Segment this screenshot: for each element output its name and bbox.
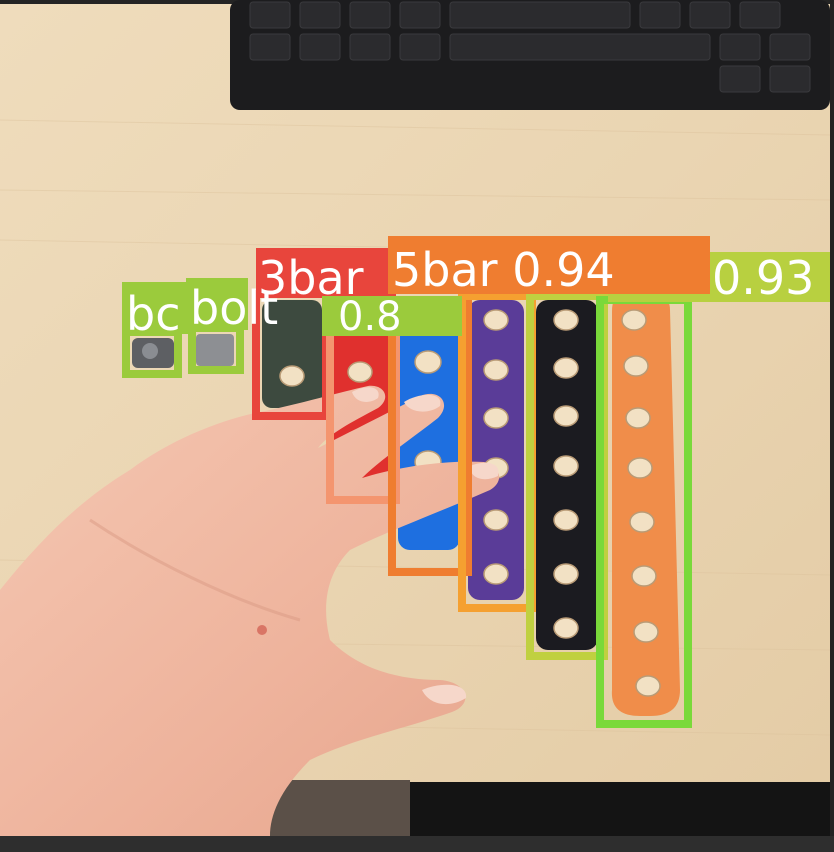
label-backgrounds bbox=[122, 236, 830, 336]
label-4bar-score: 0.8 bbox=[338, 294, 402, 340]
right-frame-strip bbox=[830, 0, 834, 852]
keyboard bbox=[230, 0, 830, 110]
label-8bar-score: 0.93 bbox=[712, 251, 814, 305]
label-bolt-1: bc bbox=[126, 287, 181, 341]
floor-shadow bbox=[400, 782, 830, 836]
label-bolt-2: bolt bbox=[190, 281, 278, 335]
label-5bar: 5bar 0.94 bbox=[392, 243, 615, 297]
label-3bar: 3bar bbox=[258, 251, 364, 305]
bolt-parts bbox=[132, 334, 234, 368]
bottom-frame-strip bbox=[0, 836, 834, 852]
bar-holes bbox=[279, 309, 661, 697]
